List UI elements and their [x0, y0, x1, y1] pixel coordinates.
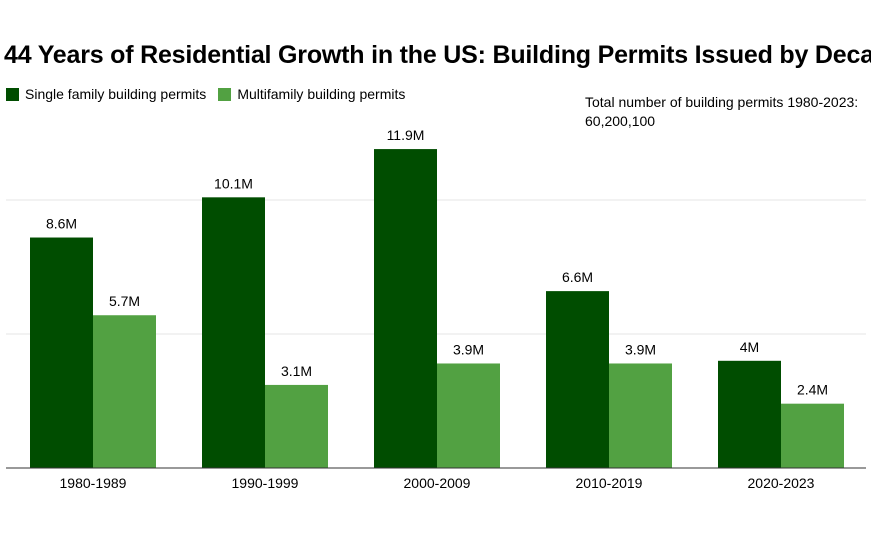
- total-annotation: Total number of building permits 1980-20…: [585, 94, 859, 129]
- x-tick-label: 2010-2019: [576, 475, 643, 491]
- bar-single-family: [202, 197, 265, 468]
- x-tick-label: 2020-2023: [748, 475, 815, 491]
- bar-single-family: [30, 237, 93, 468]
- data-label: 3.1M: [281, 363, 312, 379]
- bar-multifamily: [437, 363, 500, 468]
- bar-single-family: [374, 149, 437, 468]
- data-label: 5.7M: [109, 293, 140, 309]
- x-tick-label: 1980-1989: [60, 475, 127, 491]
- data-label: 2.4M: [797, 382, 828, 398]
- data-label: 4M: [740, 339, 759, 355]
- bar-multifamily: [93, 315, 156, 468]
- legend-item-multifamily: Multifamily building permits: [218, 86, 405, 102]
- bar-single-family: [546, 291, 609, 468]
- data-label: 11.9M: [387, 127, 425, 143]
- x-tick-label: 2000-2009: [404, 475, 471, 491]
- data-label: 8.6M: [46, 216, 77, 232]
- chart-title: 44 Years of Residential Growth in the US…: [4, 41, 871, 69]
- bar-multifamily: [609, 363, 672, 468]
- bar-multifamily: [781, 403, 844, 468]
- legend: Single family building permits Multifami…: [6, 86, 417, 102]
- data-label: 10.1M: [214, 175, 253, 191]
- legend-swatch-single-family: [6, 87, 19, 101]
- bar-multifamily: [265, 384, 328, 468]
- legend-item-single-family: Single family building permits: [6, 86, 206, 102]
- data-label: 3.9M: [625, 341, 656, 357]
- legend-label-single-family: Single family building permits: [25, 86, 207, 102]
- legend-label-multifamily: Multifamily building permits: [237, 86, 406, 102]
- x-tick-label: 1990-1999: [232, 475, 299, 491]
- data-label: 6.6M: [562, 269, 593, 285]
- legend-swatch-multifamily: [218, 87, 232, 101]
- data-label: 3.9M: [453, 341, 484, 357]
- bar-single-family: [718, 360, 781, 468]
